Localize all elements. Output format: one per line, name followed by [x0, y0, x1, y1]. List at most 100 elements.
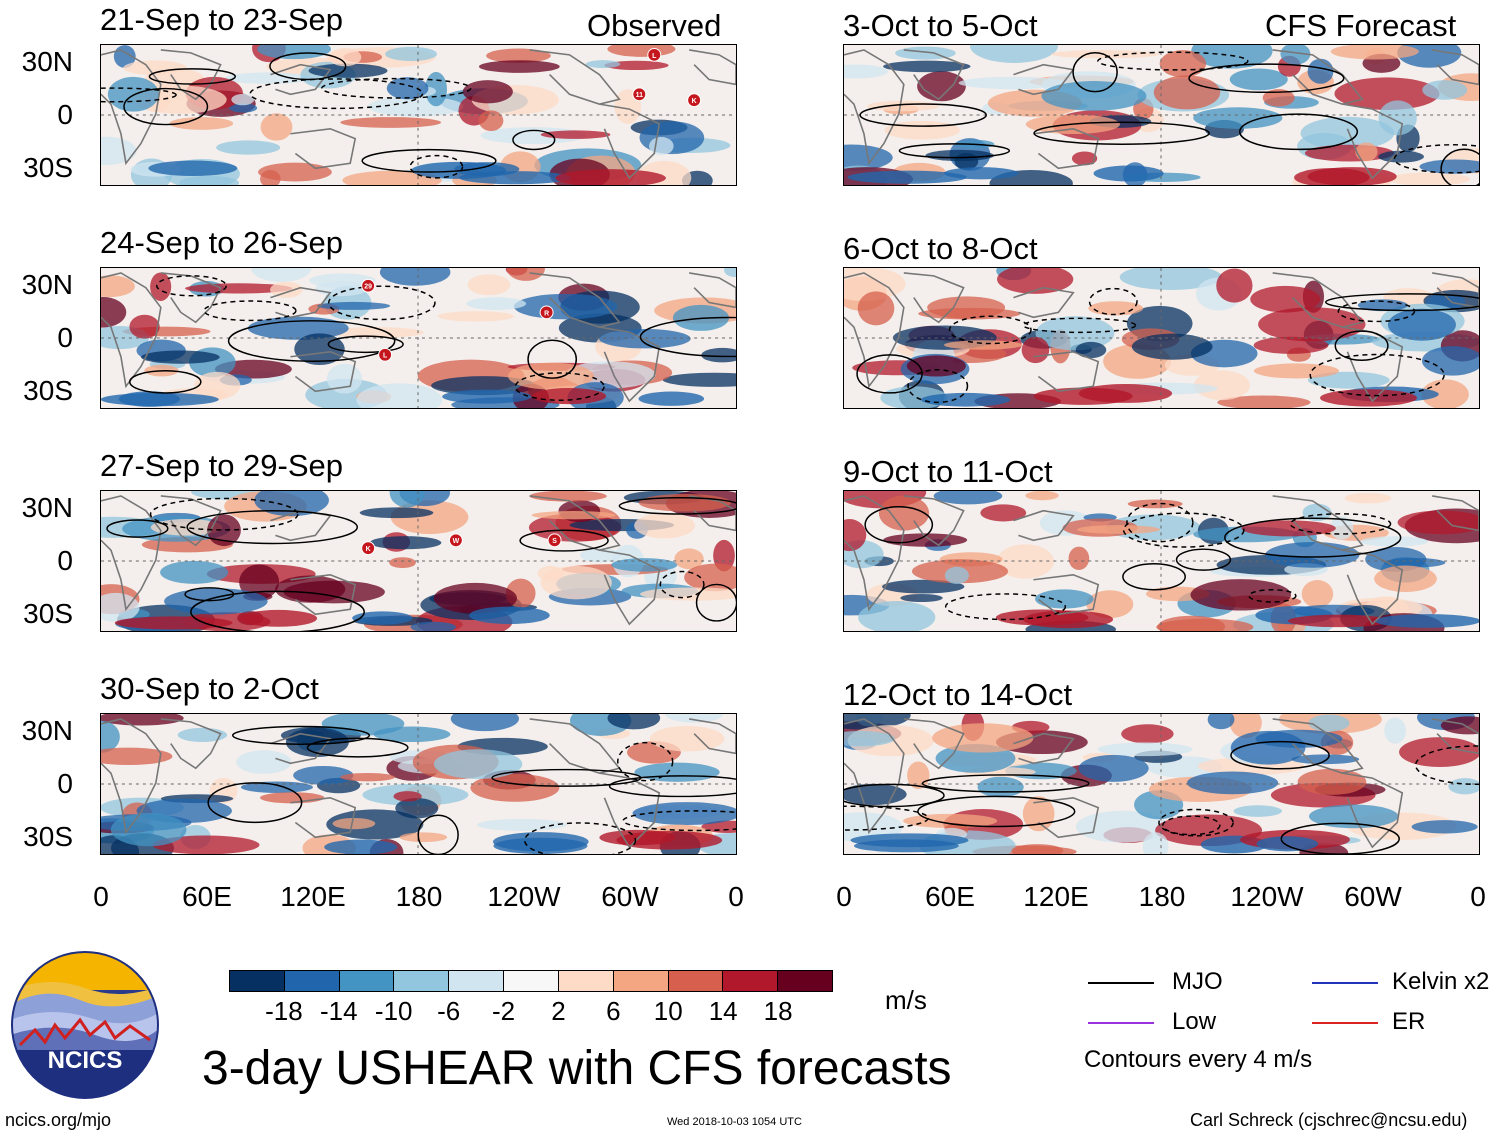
storm-marker: K	[687, 93, 702, 108]
legend-kelvin-label: Kelvin x2	[1392, 968, 1490, 995]
map-panel-observed-4	[100, 713, 737, 855]
lon-label-120e: 120E	[280, 881, 346, 912]
storm-marker-label: L	[383, 353, 388, 360]
lon-label-180: 180	[395, 881, 443, 912]
colorbar	[229, 970, 833, 992]
legend-low-label: Low	[1172, 1008, 1217, 1035]
lon-label-60w-r: 60W	[1344, 881, 1402, 912]
storm-marker-label: L	[652, 53, 657, 60]
legend-kelvin-line	[1312, 982, 1378, 984]
map-panel-observed-1: L 11 K	[100, 44, 737, 186]
colorbar-swatch	[558, 971, 614, 991]
storm-marker: 29	[361, 278, 376, 293]
colorbar-swatch	[504, 971, 559, 991]
lon-label-60w: 60W	[601, 881, 659, 912]
legend-mjo-label: MJO	[1172, 968, 1223, 995]
colorbar-swatch	[778, 971, 832, 991]
footer-credit: Carl Schreck (cjschrec@ncsu.edu)	[1190, 1110, 1468, 1130]
shear-field	[844, 45, 1479, 185]
lat-30s-label: 30S	[23, 152, 73, 183]
colorbar-swatch	[668, 971, 724, 991]
storm-marker: R	[539, 305, 554, 320]
lat-30n-label: 30N	[21, 269, 73, 300]
shear-field	[844, 491, 1479, 631]
lat-30s-label: 30S	[23, 375, 73, 406]
lon-label-120e-r: 120E	[1023, 881, 1089, 912]
footer-url[interactable]: ncics.org/mjo	[5, 1110, 112, 1130]
footer-timestamp: Wed 2018-10-03 1054 UTC	[667, 1116, 802, 1128]
shear-field	[844, 714, 1479, 854]
storm-marker: S	[547, 533, 562, 548]
period-title-left-2: 24-Sep to 26-Sep	[100, 225, 344, 260]
lat-30n-label: 30N	[21, 715, 73, 746]
shear-field: L 11 K	[101, 45, 736, 185]
colorbar-swatch	[230, 971, 285, 991]
storm-marker: L	[647, 47, 662, 62]
map-panel-observed-3: K W S	[100, 490, 737, 632]
storm-marker-label: W	[453, 538, 460, 545]
colorbar-swatch	[723, 971, 779, 991]
colorbar-label: -6	[437, 996, 461, 1026]
storm-marker-label: R	[544, 310, 549, 317]
shear-field	[844, 268, 1479, 408]
lat-0-label: 0	[57, 99, 73, 130]
shear-field	[101, 714, 736, 854]
lat-0-label: 0	[57, 322, 73, 353]
period-title-left-4: 30-Sep to 2-Oct	[100, 671, 319, 706]
lat-30n-label: 30N	[21, 46, 73, 77]
storm-marker-label: K	[366, 546, 371, 553]
legend-mjo-line	[1088, 982, 1154, 984]
colorbar-label: 2	[551, 996, 566, 1026]
legend-low-line	[1088, 1022, 1154, 1024]
shear-field: K W S	[101, 491, 736, 631]
shear-field: 29 R L	[101, 268, 736, 408]
colorbar-swatch	[284, 971, 340, 991]
colorbar-label: 10	[653, 996, 683, 1026]
map-panel-forecast-1	[843, 44, 1480, 186]
lat-30s-label: 30S	[23, 598, 73, 629]
lat-30n-label: 30N	[21, 492, 73, 523]
lat-0-label: 0	[57, 545, 73, 576]
legend-er-line	[1312, 1022, 1378, 1024]
lon-label-60e-r: 60E	[925, 881, 975, 912]
colorbar-label: -14	[320, 996, 358, 1026]
storm-marker-label: 29	[364, 284, 372, 291]
storm-marker: K	[361, 541, 376, 556]
period-title-right-4: 12-Oct to 14-Oct	[843, 677, 1073, 712]
colorbar-label: 14	[708, 996, 738, 1026]
colorbar-label: 6	[606, 996, 621, 1026]
lat-30s-label: 30S	[23, 821, 73, 852]
lon-label-120w-r: 120W	[1230, 881, 1304, 912]
period-title-right-1: 3-Oct to 5-Oct	[843, 8, 1038, 43]
period-title-right-2: 6-Oct to 8-Oct	[843, 231, 1038, 266]
cfs-forecast-title: CFS Forecast	[1265, 8, 1457, 43]
colorbar-label: -18	[265, 996, 303, 1026]
colorbar-label: -2	[491, 996, 516, 1026]
colorbar-swatch	[613, 971, 669, 991]
legend-contour-note: Contours every 4 m/s	[1084, 1046, 1313, 1073]
colorbar-swatch	[339, 971, 395, 991]
storm-marker-label: 11	[636, 92, 644, 99]
map-panel-forecast-3	[843, 490, 1480, 632]
lon-label-60e: 60E	[182, 881, 232, 912]
main-title: 3-day USHEAR with CFS forecasts	[202, 1042, 952, 1095]
colorbar-label: 18	[763, 996, 793, 1026]
period-title-right-3: 9-Oct to 11-Oct	[843, 454, 1053, 489]
period-title-left-3: 27-Sep to 29-Sep	[100, 448, 344, 483]
storm-marker: 11	[632, 87, 647, 102]
observed-title: Observed	[587, 8, 722, 43]
storm-marker: W	[448, 533, 463, 548]
colorbar-label: -10	[374, 996, 413, 1026]
lon-label-0-r: 0	[836, 881, 852, 912]
storm-marker: L	[378, 347, 393, 362]
ncics-logo: NCICS	[10, 950, 160, 1100]
storm-marker-label: S	[552, 538, 557, 545]
lon-label-360: 0	[728, 881, 744, 912]
lon-label-120w: 120W	[487, 881, 561, 912]
colorbar-swatch	[449, 971, 505, 991]
legend-er-label: ER	[1392, 1008, 1426, 1035]
map-panel-observed-2: 29 R L	[100, 267, 737, 409]
lon-label-360-r: 0	[1470, 881, 1486, 912]
lon-label-180-r: 180	[1138, 881, 1186, 912]
lon-label-0: 0	[93, 881, 109, 912]
